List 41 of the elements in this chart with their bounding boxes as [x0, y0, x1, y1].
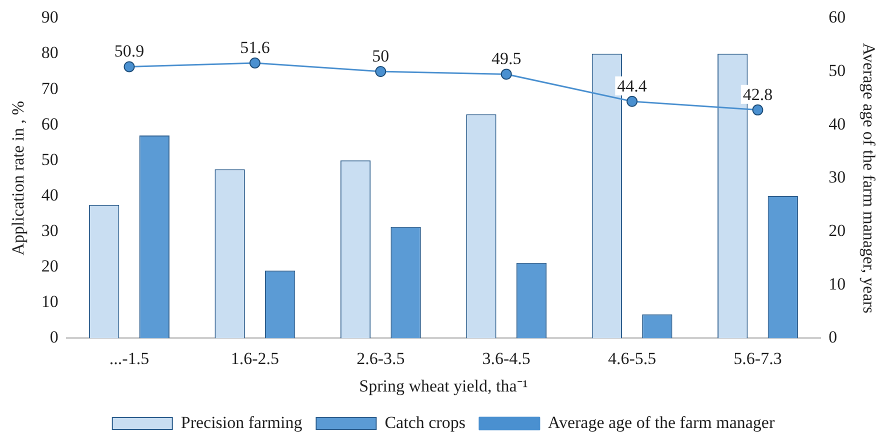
x-axis-title: Spring wheat yield, tha⁻¹: [359, 376, 528, 396]
x-tick-label: 2.6-3.5: [356, 348, 405, 368]
y2-tick-label: 0: [828, 328, 838, 347]
data-label: 50.9: [114, 42, 144, 61]
y-tick-label: 40: [41, 185, 58, 204]
point: [500, 68, 512, 80]
point: [249, 58, 260, 68]
y2-tick-label: 40: [828, 114, 846, 134]
y-tick-label: 20: [41, 256, 58, 276]
point: [375, 66, 386, 78]
point: [626, 96, 638, 107]
x-tick-label: 3.6-4.5: [482, 348, 530, 368]
y2-tick-label: 10: [828, 274, 846, 294]
x-tick-label: 4.6-5.5: [608, 348, 656, 368]
legend-label: Average age of the farm manager: [548, 412, 775, 432]
y2-tick-label: 50: [828, 61, 846, 80]
point: [752, 104, 764, 116]
y-tick-label: 0: [50, 328, 58, 347]
x-tick-label: 5.6-7.3: [734, 348, 782, 368]
y-tick-label: 70: [41, 78, 58, 98]
data-label: 50: [372, 46, 390, 66]
y-tick-label: 30: [41, 221, 58, 240]
x-tick-label: 1.6-2.5: [230, 348, 280, 368]
y-tick-label: 80: [41, 43, 58, 62]
data-label: 49.5: [491, 49, 522, 68]
y-tick-label: 90: [41, 8, 58, 27]
y2-axis-title: Average age of the farm manager, years: [859, 43, 878, 314]
legend-label: Catch crops: [384, 412, 466, 432]
point: [124, 61, 135, 72]
y-tick-label: 50: [41, 150, 58, 169]
y-tick-label: 10: [41, 292, 58, 312]
y2-tick-label: 30: [828, 168, 846, 187]
y2-tick-label: 60: [828, 8, 846, 27]
y-axis-title: Application rate in , %: [8, 101, 28, 256]
x-tick-label: ...-1.5: [109, 348, 150, 368]
y-tick-label: 60: [41, 114, 58, 134]
data-label: 51.6: [240, 38, 270, 57]
data-label: 42.8: [742, 84, 773, 104]
data-label: 44.4: [617, 76, 648, 96]
y2-tick-label: 20: [828, 221, 846, 240]
legend-label: Precision farming: [180, 412, 303, 432]
